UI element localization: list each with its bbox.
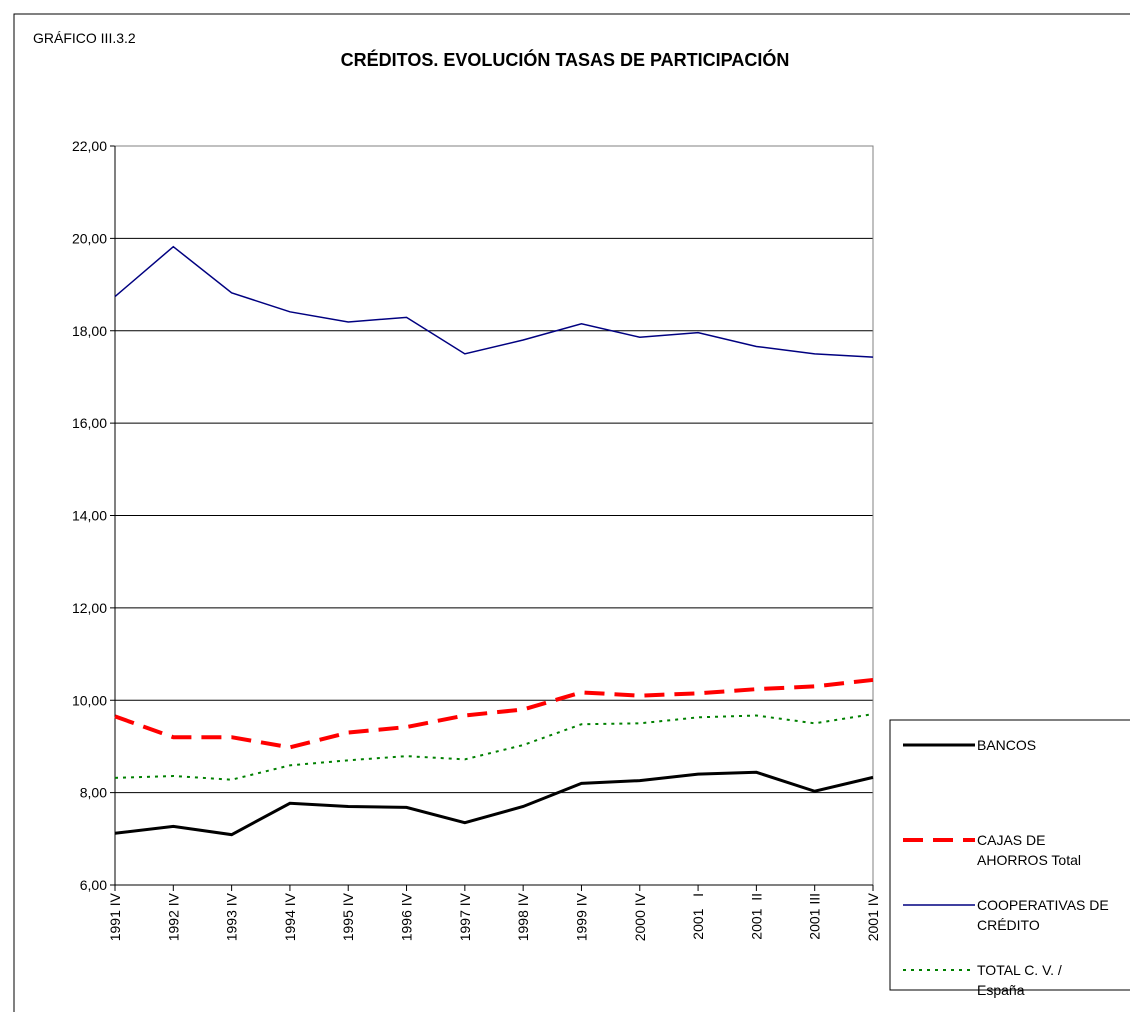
legend-label: CAJAS DE AHORROS Total <box>977 832 1081 868</box>
legend-box <box>889 719 1130 991</box>
x-tick-label: 2000 IV <box>632 892 648 941</box>
x-tick-label: 2001 IV <box>865 892 881 941</box>
series-line <box>114 770 874 837</box>
y-tick-label: 6,00 <box>80 877 107 893</box>
series-line <box>114 713 874 781</box>
series-line <box>114 677 874 750</box>
legend-label: BANCOS <box>977 737 1037 753</box>
x-tick-label: 1997 IV <box>457 892 473 941</box>
x-tick-label: 2001 I <box>690 893 706 940</box>
x-tick-label: 1991 IV <box>107 892 123 941</box>
y-tick-label: 12,00 <box>72 600 107 616</box>
x-tick-label: 1993 IV <box>224 892 240 941</box>
x-tick-label: 2001 III <box>807 893 823 940</box>
y-tick-label: 20,00 <box>72 230 107 246</box>
chart-title: CRÉDITOS. EVOLUCIÓN TASAS DE PARTICIPACI… <box>341 49 790 70</box>
series-line <box>114 245 874 358</box>
x-tick-label: 1996 IV <box>399 892 415 941</box>
legend-label: TOTAL C. V. / España <box>977 962 1062 998</box>
y-tick-label: 16,00 <box>72 415 107 431</box>
y-tick-label: 8,00 <box>80 785 107 801</box>
chart-border <box>13 13 1130 1012</box>
y-tick-label: 22,00 <box>72 138 107 154</box>
x-tick-label: 1994 IV <box>282 892 298 941</box>
y-tick-label: 10,00 <box>72 692 107 708</box>
y-tick-label: 14,00 <box>72 508 107 524</box>
x-tick-label: 1999 IV <box>573 892 589 941</box>
x-tick-label: 2001 II <box>748 893 764 940</box>
legend-label: COOPERATIVAS DE CRÉDITO <box>977 897 1109 933</box>
y-tick-label: 18,00 <box>72 323 107 339</box>
x-tick-label: 1992 IV <box>165 892 181 941</box>
x-tick-label: 1998 IV <box>515 892 531 941</box>
x-tick-label: 1995 IV <box>340 892 356 941</box>
figure-label: GRÁFICO III.3.2 <box>33 30 136 46</box>
